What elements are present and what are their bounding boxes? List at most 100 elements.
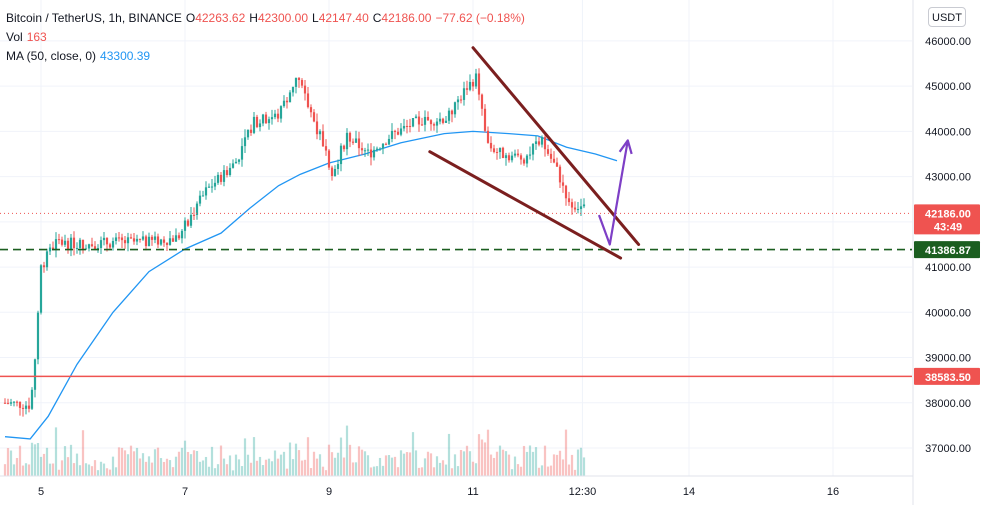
volume-bar — [531, 451, 535, 476]
candle — [264, 111, 268, 125]
price-tick-label: 43000.00 — [925, 172, 971, 184]
candle — [33, 358, 37, 398]
candle-body — [303, 85, 307, 94]
candle — [30, 387, 34, 411]
candle — [66, 237, 70, 254]
candle — [15, 400, 19, 407]
volume-bar — [252, 437, 256, 476]
volume-bar — [144, 461, 148, 476]
volume-bar — [423, 458, 427, 476]
candle-body — [360, 148, 364, 151]
candle — [9, 398, 13, 407]
candlesticks — [3, 68, 586, 417]
volume-bar — [441, 460, 445, 476]
candle-body — [189, 214, 193, 226]
candle — [405, 119, 409, 134]
volume-bar — [369, 467, 373, 476]
horizontal-levels[interactable] — [0, 212, 912, 378]
volume-bar — [285, 468, 289, 476]
volume-bar — [192, 450, 196, 476]
volume-bar — [195, 451, 199, 476]
candle-body — [12, 401, 16, 403]
volume-label[interactable]: Vol — [6, 30, 23, 44]
candle — [168, 230, 172, 246]
candle — [297, 77, 301, 88]
candle-body — [165, 242, 169, 245]
candle-body — [393, 130, 397, 132]
support-badge-bg — [914, 241, 980, 259]
volume-bar — [513, 456, 517, 476]
candle — [99, 236, 103, 254]
candle-body — [528, 154, 532, 156]
candle-body — [300, 80, 304, 86]
volume-bar — [231, 470, 235, 476]
volume-bar — [246, 454, 250, 476]
candle — [75, 242, 79, 254]
volume-bar — [501, 449, 505, 476]
candle — [402, 118, 406, 132]
candle-body — [105, 237, 109, 245]
volume-bar — [549, 465, 553, 476]
candle — [303, 79, 307, 101]
candle — [159, 238, 163, 246]
candle-body — [291, 86, 295, 93]
candle — [462, 81, 466, 106]
candle — [366, 143, 370, 156]
candle-body — [531, 143, 535, 155]
candle-body — [216, 174, 220, 183]
time-tick-label: 7 — [182, 486, 188, 498]
candle-body — [234, 161, 238, 164]
candle-body — [504, 155, 508, 159]
candle-body — [345, 132, 349, 150]
currency-button[interactable]: USDT — [928, 7, 966, 27]
candle-body — [39, 265, 43, 313]
candle — [150, 234, 154, 246]
candle-body — [126, 237, 130, 244]
volume-bar — [120, 447, 124, 476]
candle — [426, 111, 430, 121]
candle — [93, 241, 97, 251]
resistance-badge[interactable]: 38583.50 — [914, 367, 980, 385]
support-badge[interactable]: 41386.87 — [914, 241, 980, 259]
volume-bar — [372, 466, 376, 476]
volume-bar — [564, 429, 568, 476]
candle — [24, 401, 28, 415]
candle — [531, 143, 535, 161]
candle — [60, 236, 64, 247]
candle-body — [129, 237, 133, 239]
upper-trendline[interactable] — [471, 46, 641, 246]
volume-value: 163 — [26, 30, 47, 44]
candle-body — [342, 145, 346, 150]
time-tick-label: 14 — [683, 486, 695, 498]
candle — [387, 134, 391, 146]
candle — [477, 68, 481, 101]
candle-body — [108, 244, 112, 248]
candle — [126, 232, 130, 252]
volume-bar — [315, 458, 319, 476]
volume-bar — [384, 455, 388, 476]
candle-body — [240, 146, 244, 160]
last-price-badge-text: 43:49 — [934, 221, 962, 233]
volume-bar — [474, 463, 478, 476]
candle — [174, 228, 178, 242]
volume-bar — [39, 456, 43, 476]
volume-bar — [324, 470, 328, 476]
trend-drawings[interactable] — [428, 46, 641, 260]
ma-label[interactable]: MA (50, close, 0) — [6, 49, 97, 63]
volume-bar — [114, 467, 118, 476]
projection-arrow[interactable] — [597, 140, 629, 246]
candle — [564, 184, 568, 206]
volume-bar — [198, 461, 202, 476]
candle — [459, 95, 463, 104]
candle — [171, 235, 175, 242]
candle-body — [396, 131, 400, 135]
candle-body — [294, 77, 298, 87]
symbol-title[interactable]: Bitcoin / TetherUS, 1h, BINANCE — [6, 11, 182, 25]
candle-body — [90, 244, 94, 247]
lower-trendline[interactable] — [428, 150, 623, 260]
candle — [513, 149, 517, 158]
candle — [576, 202, 580, 214]
